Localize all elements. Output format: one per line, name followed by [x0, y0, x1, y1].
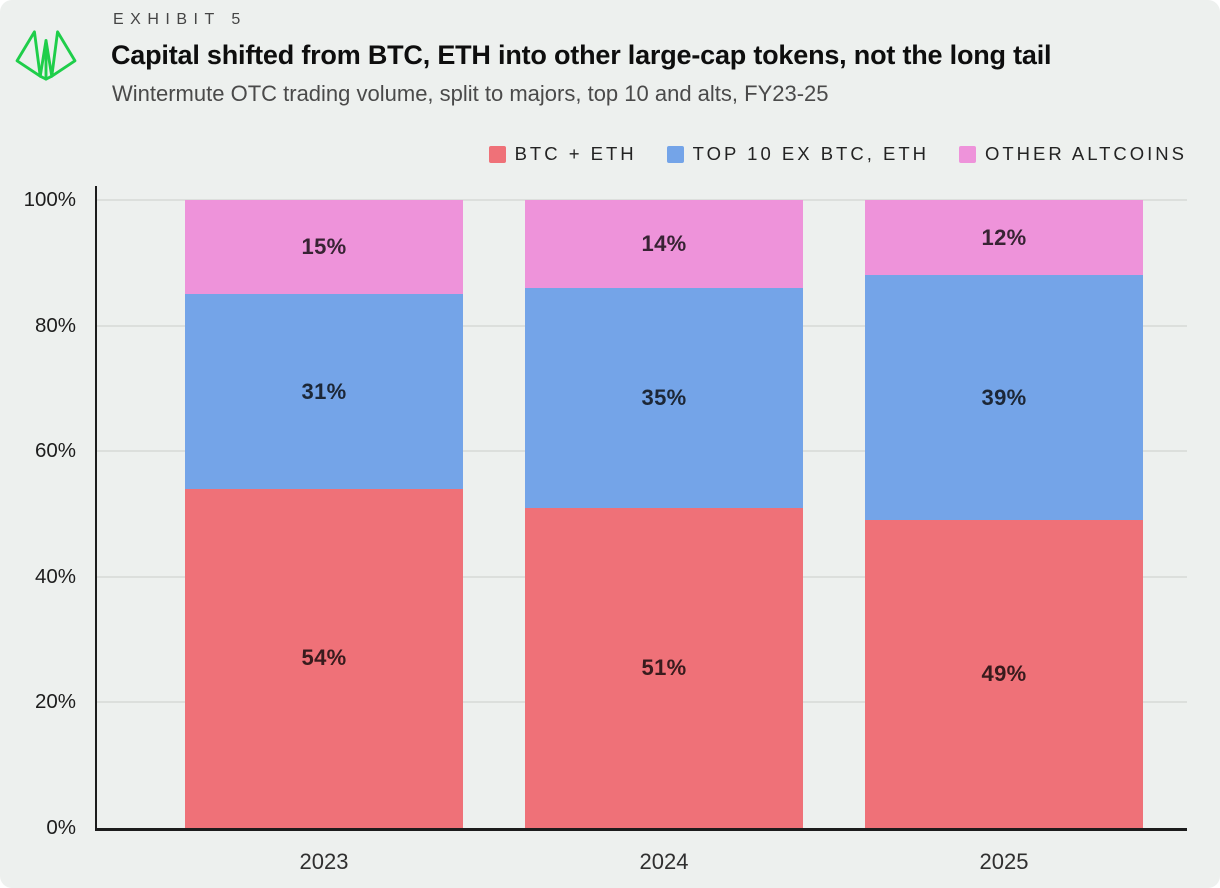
- gridline-100%: [97, 199, 1187, 201]
- bar-segment-top-10-ex-btc-eth: 31%: [185, 294, 463, 489]
- legend-swatch-top10: [666, 145, 684, 163]
- bar-segment-top-10-ex-btc-eth: 39%: [865, 275, 1143, 521]
- bar-segment-btc-eth: 54%: [185, 488, 463, 828]
- x-axis-line: [95, 828, 1187, 831]
- y-tick-label: 80%: [34, 313, 76, 337]
- legend-item-top10: TOP 10 EX BTC, ETH: [666, 143, 929, 165]
- y-tick-label: 60%: [34, 439, 76, 463]
- bar-value-label: 54%: [301, 645, 347, 671]
- bar-value-label: 39%: [981, 384, 1027, 410]
- bar-segment-other-altcoins: 14%: [525, 200, 803, 288]
- bar-value-label: 12%: [981, 224, 1027, 250]
- bar-value-label: 51%: [641, 654, 687, 680]
- x-axis-label-2025: 2025: [979, 849, 1029, 874]
- plot-area: 15% 31% 54% 14% 35% 51% 12% 39% 49%: [95, 200, 1187, 828]
- wintermute-logo-icon: [15, 30, 77, 81]
- bar-2024: 14% 35% 51%: [525, 200, 803, 828]
- bar-segment-other-altcoins: 12%: [865, 200, 1143, 276]
- bar-segment-btc-eth: 51%: [525, 507, 803, 828]
- legend-swatch-btc-eth: [488, 145, 506, 163]
- legend: BTC + ETH TOP 10 EX BTC, ETH OTHER ALTCO…: [488, 143, 1187, 165]
- x-axis-label-2023: 2023: [299, 849, 349, 874]
- bar-segment-btc-eth: 49%: [865, 520, 1143, 828]
- chart-subtitle: Wintermute OTC trading volume, split to …: [112, 81, 829, 106]
- legend-item-other-altcoins: OTHER ALTCOINS: [958, 143, 1187, 165]
- legend-item-btc-eth: BTC + ETH: [488, 143, 637, 165]
- bar-value-label: 31%: [301, 378, 347, 404]
- bar-value-label: 35%: [641, 384, 687, 410]
- y-tick-label: 40%: [34, 564, 76, 588]
- bar-2025: 12% 39% 49%: [865, 200, 1143, 828]
- bar-segment-other-altcoins: 15%: [185, 200, 463, 295]
- legend-label: OTHER ALTCOINS: [984, 143, 1187, 164]
- exhibit-label: EXHIBIT 5: [113, 11, 247, 28]
- legend-label: BTC + ETH: [514, 143, 637, 164]
- bar-value-label: 49%: [981, 661, 1027, 687]
- bar-value-label: 15%: [301, 234, 347, 260]
- x-axis-label-2024: 2024: [639, 849, 689, 874]
- y-tick-label: 100%: [23, 188, 76, 211]
- chart-title: Capital shifted from BTC, ETH into other…: [111, 40, 1052, 70]
- y-tick-label: 20%: [34, 690, 76, 714]
- bar-segment-top-10-ex-btc-eth: 35%: [525, 287, 803, 508]
- legend-swatch-other-altcoins: [958, 145, 976, 163]
- bar-2023: 15% 31% 54%: [185, 200, 463, 828]
- legend-label: TOP 10 EX BTC, ETH: [692, 143, 929, 164]
- y-tick-label: 0%: [46, 816, 76, 839]
- y-axis-line: [95, 186, 97, 830]
- bar-value-label: 14%: [641, 230, 687, 256]
